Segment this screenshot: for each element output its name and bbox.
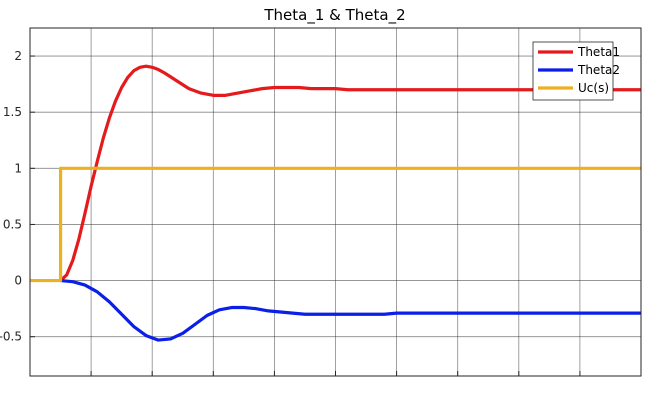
y-tick-label: 2 (14, 49, 22, 63)
series-line-theta2 (60, 278, 641, 342)
legend-label: Uc(s) (578, 81, 609, 95)
y-tick-label: 0 (14, 274, 22, 288)
y-tick-label: -0.5 (0, 330, 22, 344)
legend: Theta1 Theta2 Uc(s) (532, 41, 620, 101)
series-lines (30, 64, 641, 342)
legend-label: Theta1 (577, 45, 620, 59)
legend-label: Theta2 (577, 63, 620, 77)
y-tick-label: 1 (14, 161, 22, 175)
plot-border (29, 27, 642, 377)
chart-title: Theta_1 & Theta_2 (263, 6, 405, 25)
y-tick-label: 1.5 (3, 105, 22, 119)
series-line-theta1 (59, 64, 641, 282)
series-line-uc-s (30, 166, 641, 283)
y-tick-label: 0.5 (3, 217, 22, 231)
